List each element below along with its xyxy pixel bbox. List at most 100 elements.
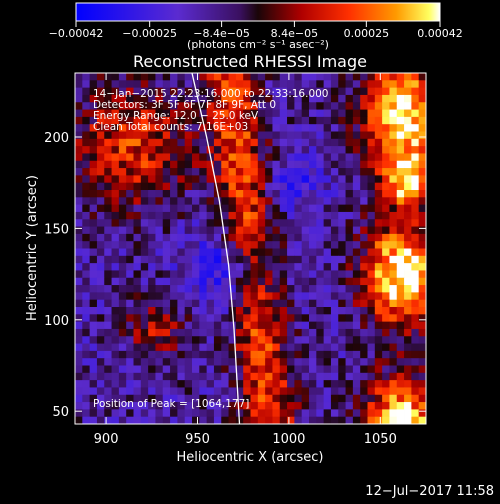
heatmap-cell	[411, 409, 420, 418]
heatmap-cell	[199, 358, 208, 366]
heatmap-cell	[221, 402, 229, 410]
heatmap-cell	[133, 336, 142, 344]
heatmap-cell	[184, 182, 193, 191]
heatmap-cell	[374, 73, 383, 81]
heatmap-cell	[177, 175, 186, 184]
colorbar-tick-label: −0.00025	[122, 27, 177, 40]
heatmap-cell	[192, 314, 200, 323]
heatmap-cell	[96, 87, 105, 96]
heatmap-cell	[257, 204, 266, 213]
heatmap-cell	[265, 204, 273, 213]
heatmap-cell	[338, 409, 346, 418]
heatmap-cell	[133, 402, 142, 410]
heatmap-cell	[382, 138, 390, 147]
heatmap-cell	[243, 226, 251, 235]
heatmap-cell	[184, 285, 193, 293]
heatmap-cell	[243, 372, 251, 381]
heatmap-cell	[250, 160, 259, 169]
heatmap-cell	[228, 241, 237, 249]
heatmap-cell	[367, 350, 376, 359]
heatmap-cell	[294, 138, 303, 147]
heatmap-cell	[133, 255, 142, 264]
heatmap-cell	[89, 73, 98, 81]
heatmap-cell	[345, 365, 354, 374]
heatmap-cell	[162, 182, 171, 191]
heatmap-cell	[265, 168, 273, 176]
heatmap-cell	[360, 138, 368, 147]
heatmap-cell	[221, 387, 229, 396]
heatmap-cell	[389, 160, 398, 169]
heatmap-cell	[206, 219, 215, 227]
heatmap-cell	[257, 211, 266, 220]
heatmap-cell	[316, 292, 325, 301]
heatmap-cell	[140, 168, 149, 176]
heatmap-cell	[221, 372, 229, 381]
heatmap-cell	[133, 146, 142, 154]
heatmap-cell	[279, 197, 288, 206]
heatmap-cell	[75, 116, 83, 125]
heatmap-cell	[206, 116, 215, 125]
heatmap-cell	[177, 343, 186, 352]
heatmap-cell	[367, 80, 376, 89]
heatmap-cell	[104, 226, 112, 235]
heatmap-cell	[162, 226, 171, 235]
heatmap-cell	[82, 226, 91, 235]
heatmap-cell	[243, 87, 251, 96]
colorbar-tick-label: −8.4e−05	[193, 27, 250, 40]
heatmap-cell	[389, 343, 398, 352]
heatmap-cell	[323, 219, 332, 227]
heatmap-cell	[338, 73, 346, 81]
heatmap-cell	[228, 190, 237, 198]
heatmap-cell	[221, 328, 229, 337]
heatmap-cell	[126, 160, 134, 169]
heatmap-cell	[352, 358, 361, 366]
heatmap-cell	[316, 204, 325, 213]
heatmap-cell	[323, 87, 332, 96]
heatmap-cell	[118, 394, 127, 403]
heatmap-cell	[389, 255, 398, 264]
heatmap-cell	[170, 270, 178, 279]
heatmap-cell	[118, 409, 127, 418]
heatmap-cell	[82, 116, 91, 125]
heatmap-cell	[104, 416, 112, 424]
heatmap-cell	[257, 292, 266, 301]
heatmap-cell	[316, 94, 325, 103]
heatmap-cell	[367, 102, 376, 110]
heatmap-cell	[250, 402, 259, 410]
heatmap-cell	[228, 285, 237, 293]
heatmap-cell	[418, 292, 426, 301]
heatmap-cell	[235, 87, 244, 96]
heatmap-cell	[177, 270, 186, 279]
heatmap-cell	[111, 380, 120, 388]
x-tick-label: 900	[94, 432, 119, 447]
heatmap-cell	[352, 372, 361, 381]
heatmap-cell	[235, 292, 244, 301]
heatmap-cell	[374, 299, 383, 308]
heatmap-cell	[235, 73, 244, 81]
heatmap-cell	[96, 153, 105, 162]
heatmap-cell	[243, 175, 251, 184]
heatmap-cell	[140, 380, 149, 388]
heatmap-cell	[155, 160, 164, 169]
heatmap-cell	[309, 219, 317, 227]
heatmap-cell	[126, 380, 134, 388]
heatmap-cell	[206, 190, 215, 198]
heatmap-cell	[155, 321, 164, 330]
heatmap-cell	[148, 358, 156, 366]
heatmap-cell	[257, 416, 266, 424]
heatmap-cell	[250, 328, 259, 337]
heatmap-cell	[133, 80, 142, 89]
heatmap-cell	[287, 402, 295, 410]
heatmap-cell	[96, 314, 105, 323]
heatmap-cell	[250, 394, 259, 403]
heatmap-cell	[118, 416, 127, 424]
heatmap-cell	[111, 350, 120, 359]
heatmap-cell	[82, 394, 91, 403]
heatmap-cell	[287, 233, 295, 242]
heatmap-cell	[301, 358, 310, 366]
heatmap-cell	[396, 292, 405, 301]
heatmap-cell	[374, 160, 383, 169]
heatmap-cell	[206, 321, 215, 330]
heatmap-cell	[396, 190, 405, 198]
heatmap-cell	[206, 394, 215, 403]
